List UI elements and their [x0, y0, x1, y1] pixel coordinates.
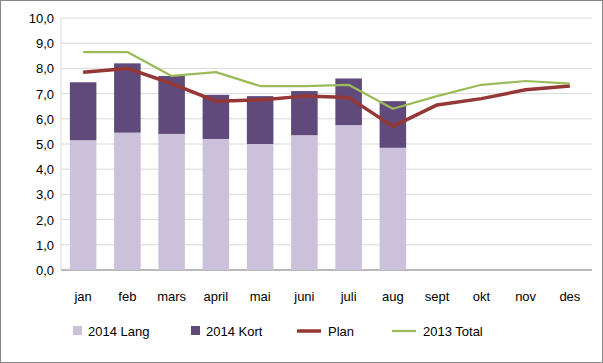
- y-tick-label: 5,0: [36, 137, 54, 152]
- x-tick-label: nov: [515, 289, 536, 304]
- legend-entry: 2014 Kort: [191, 324, 263, 339]
- legend-label: Plan: [328, 324, 354, 339]
- bar: [247, 144, 274, 270]
- chart: 0,0 1,0 2,0 3,0 4,0 5,0 6,0 7,0 8,0 9,0 10,0 jan feb…: [0, 0, 603, 363]
- x-tick-label: juli: [340, 289, 357, 304]
- y-tick-label: 4,0: [36, 162, 54, 177]
- bar: [291, 135, 318, 270]
- legend-entry: Plan: [297, 324, 354, 339]
- grid-line: [61, 43, 592, 44]
- legend-entry: 2014 Lang: [73, 324, 149, 339]
- x-tick-label: juni: [293, 289, 314, 304]
- legend-label: 2013 Total: [423, 324, 483, 339]
- bar: [70, 140, 97, 270]
- bar: [247, 96, 274, 144]
- bar: [380, 148, 407, 270]
- bar: [70, 82, 97, 140]
- chart-frame: [1, 1, 603, 363]
- y-tick-label: 8,0: [36, 61, 54, 76]
- legend-swatch: [73, 326, 82, 335]
- x-tick-label: okt: [473, 289, 491, 304]
- legend-swatch: [392, 330, 416, 332]
- x-tick-label: des: [559, 289, 580, 304]
- x-tick-label: feb: [118, 289, 136, 304]
- y-tick-label: 10,0: [29, 11, 54, 26]
- line: [83, 68, 570, 126]
- x-tick-label: jan: [73, 289, 91, 304]
- x-tick-label: mars: [157, 289, 186, 304]
- plot-area: [70, 52, 570, 270]
- bar: [203, 139, 230, 270]
- x-tick-label: aug: [382, 289, 404, 304]
- grid-line: [61, 18, 592, 19]
- y-tick-label: 9,0: [36, 36, 54, 51]
- bar: [114, 63, 141, 132]
- bar: [158, 134, 185, 270]
- legend-label: 2014 Lang: [88, 324, 149, 339]
- bar: [335, 125, 362, 270]
- y-axis: [61, 18, 62, 270]
- legend-swatch: [297, 329, 321, 333]
- y-tick-label: 3,0: [36, 187, 54, 202]
- legend-swatch: [191, 326, 200, 335]
- y-tick-label: 6,0: [36, 112, 54, 127]
- y-tick-label: 7,0: [36, 87, 54, 102]
- line: [83, 52, 570, 109]
- x-tick-label: sept: [425, 289, 450, 304]
- legend-entry: 2013 Total: [392, 324, 483, 339]
- y-tick-label: 1,0: [36, 238, 54, 253]
- x-tick-label: april: [204, 289, 229, 304]
- bar: [114, 133, 141, 270]
- legend-label: 2014 Kort: [206, 324, 263, 339]
- y-tick-label: 0,0: [36, 263, 54, 278]
- y-tick-label: 2,0: [36, 213, 54, 228]
- x-tick-label: mai: [250, 289, 271, 304]
